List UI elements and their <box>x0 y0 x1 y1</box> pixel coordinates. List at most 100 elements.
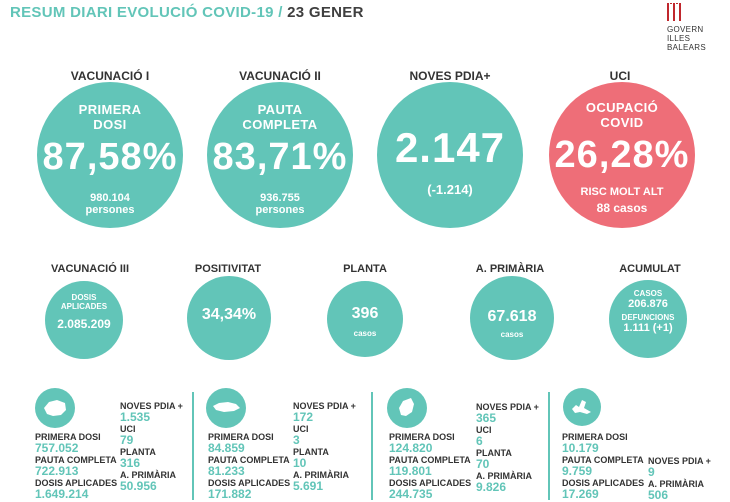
circle-positivitat: 34,34% <box>187 276 271 360</box>
eivissa-pdia-value: 365 <box>476 411 497 425</box>
mallorca-dosis-label: DOSIS APLICADES <box>35 478 118 488</box>
mallorca-planta-value: 316 <box>120 456 141 470</box>
uci-label: OCUPACIÓ COVID <box>585 100 659 130</box>
header-positivitat: POSITIVITAT <box>194 263 262 275</box>
menorca-left-stats: PRIMERA DOSI 84.859 PAUTA COMPLETA 81.23… <box>208 432 290 501</box>
govern-logo: GOVERN ILLES BALEARS <box>667 3 727 58</box>
header-planta: PLANTA <box>343 263 387 275</box>
formentera-pdia-label: NOVES PDIA + <box>648 456 711 466</box>
mallorca-planta-label: PLANTA <box>120 447 156 457</box>
mallorca-pauta-value: 722.913 <box>35 464 79 478</box>
header-uci: UCI <box>609 69 631 83</box>
circle-noves-pdia: 2.147 (-1.214) <box>377 82 523 228</box>
logo-flag-icon <box>667 3 681 21</box>
formentera-left-stats: PRIMERA DOSI 10.179 PAUTA COMPLETA 9.759… <box>562 432 644 501</box>
uci-cases: 88 casos <box>596 201 648 215</box>
formentera-dosis-value: 17.269 <box>562 487 599 501</box>
a-primaria-value: 67.618 <box>487 308 537 325</box>
eivissa-pauta-label: PAUTA COMPLETA <box>389 455 471 465</box>
menorca-pdia-label: NOVES PDIA + <box>293 401 356 411</box>
eivissa-right-stats: NOVES PDIA + 365 UCI 6 PLANTA 70 A. PRIM… <box>476 402 539 494</box>
a-primaria-sub: casos <box>500 330 524 339</box>
menorca-dosis-label: DOSIS APLICADES <box>208 478 291 488</box>
eivissa-primera-dosi-value: 124.820 <box>389 441 433 455</box>
menorca-pauta-label: PAUTA COMPLETA <box>208 455 290 465</box>
menorca-primaria-value: 5.691 <box>293 479 324 493</box>
primera-dosi-persons: 980.104 persones <box>85 192 135 216</box>
mallorca-primaria-label: A. PRIMÀRIA <box>120 470 176 480</box>
mallorca-right-stats: NOVES PDIA + 1.535 UCI 79 PLANTA 316 A. … <box>120 401 183 493</box>
uci-risk: RISC MOLT ALT <box>580 186 664 198</box>
mallorca-dosis-value: 1.649.214 <box>35 487 89 501</box>
formentera-dosis-label: DOSIS APLICADES <box>562 478 645 488</box>
mallorca-pdia-label: NOVES PDIA + <box>120 401 183 411</box>
pauta-completa-label: PAUTA COMPLETA <box>242 102 318 132</box>
mallorca-pauta-label: PAUTA COMPLETA <box>35 455 117 465</box>
acumulat-defuncions-value: 1.111 (+1) <box>623 322 673 334</box>
planta-sub: casos <box>353 329 377 338</box>
menorca-icon <box>206 388 246 428</box>
eivissa-primera-dosi-label: PRIMERA DOSI <box>389 432 455 442</box>
menorca-planta-label: PLANTA <box>293 447 329 457</box>
eivissa-primaria-label: A. PRIMÀRIA <box>476 471 532 481</box>
menorca-primera-dosi-label: PRIMERA DOSI <box>208 432 274 442</box>
uci-value: 26,28% <box>554 134 690 176</box>
menorca-uci-value: 3 <box>293 433 300 447</box>
formentera-primera-dosi-label: PRIMERA DOSI <box>562 432 628 442</box>
circle-uci: OCUPACIÓ COVID 26,28% RISC MOLT ALT 88 ca… <box>549 82 695 228</box>
noves-pdia-value: 2.147 <box>394 124 506 171</box>
title-main: RESUM DIARI EVOLUCIÓ COVID-19 / <box>10 4 283 21</box>
formentera-right-stats: NOVES PDIA + 9 A. PRIMÀRIA 506 <box>648 456 711 502</box>
header-vacunacio-iii: VACUNACIÓ III <box>50 263 130 275</box>
header-vacunacio-i: VACUNACIÓ I <box>70 69 150 83</box>
eivissa-dosis-value: 244.735 <box>389 487 433 501</box>
pauta-completa-value: 83,71% <box>212 136 348 178</box>
primera-dosi-label: PRIMERA DOSI <box>78 102 142 132</box>
title-date: 23 GENER <box>287 4 364 21</box>
eivissa-left-stats: PRIMERA DOSI 124.820 PAUTA COMPLETA 119.… <box>389 432 471 501</box>
circle-a-primaria: 67.618 casos <box>470 276 554 360</box>
dosis-aplicades-value: 2.085.209 <box>57 317 111 331</box>
eivissa-uci-label: UCI <box>476 425 492 435</box>
formentera-pdia-value: 9 <box>648 465 655 479</box>
mallorca-left-stats: PRIMERA DOSI 757.052 PAUTA COMPLETA 722.… <box>35 432 117 501</box>
header-acumulat: ACUMULAT <box>619 263 681 275</box>
menorca-right-stats: NOVES PDIA + 172 UCI 3 PLANTA 10 A. PRIM… <box>293 401 356 493</box>
divider <box>371 392 373 500</box>
pauta-completa-persons: 936.755 persones <box>255 192 305 216</box>
acumulat-casos-value: 206.876 <box>628 298 668 310</box>
menorca-pauta-value: 81.233 <box>208 464 245 478</box>
header-a-primaria: A. PRIMÀRIA <box>475 263 545 275</box>
primera-dosi-value: 87,58% <box>42 136 178 178</box>
mallorca-primera-dosi-label: PRIMERA DOSI <box>35 432 101 442</box>
page-title: RESUM DIARI EVOLUCIÓ COVID-19 / 23 GENER <box>10 4 364 21</box>
circle-dosis-aplicades: DOSIS APLICADES 2.085.209 <box>45 281 123 359</box>
dosis-aplicades-label: DOSIS APLICADES <box>60 293 108 311</box>
mallorca-uci-label: UCI <box>120 424 136 434</box>
header-vacunacio-ii: VACUNACIÓ II <box>239 69 321 83</box>
mallorca-primaria-value: 50.956 <box>120 479 157 493</box>
formentera-primera-dosi-value: 10.179 <box>562 441 599 455</box>
mallorca-pdia-value: 1.535 <box>120 410 151 424</box>
mallorca-primera-dosi-value: 757.052 <box>35 441 79 455</box>
divider <box>548 392 550 500</box>
noves-pdia-diff: (-1.214) <box>427 182 473 197</box>
eivissa-planta-label: PLANTA <box>476 448 512 458</box>
eivissa-icon <box>387 388 427 428</box>
header-noves-pdia: NOVES PDIA+ <box>409 69 491 83</box>
eivissa-planta-value: 70 <box>476 457 490 471</box>
formentera-pauta-value: 9.759 <box>562 464 593 478</box>
menorca-pdia-value: 172 <box>293 410 314 424</box>
divider <box>192 392 194 500</box>
circle-pauta-completa: PAUTA COMPLETA 83,71% 936.755 persones <box>207 82 353 228</box>
circle-acumulat: CASOS 206.876 DEFUNCIONS 1.111 (+1) <box>609 280 687 358</box>
acumulat-casos-label: CASOS <box>633 289 663 298</box>
menorca-planta-value: 10 <box>293 456 307 470</box>
menorca-primaria-label: A. PRIMÀRIA <box>293 470 349 480</box>
formentera-primaria-value: 506 <box>648 488 669 502</box>
mallorca-uci-value: 79 <box>120 433 134 447</box>
eivissa-dosis-label: DOSIS APLICADES <box>389 478 472 488</box>
eivissa-pauta-value: 119.801 <box>389 464 432 478</box>
formentera-primaria-label: A. PRIMÀRIA <box>648 479 704 489</box>
eivissa-uci-value: 6 <box>476 434 483 448</box>
